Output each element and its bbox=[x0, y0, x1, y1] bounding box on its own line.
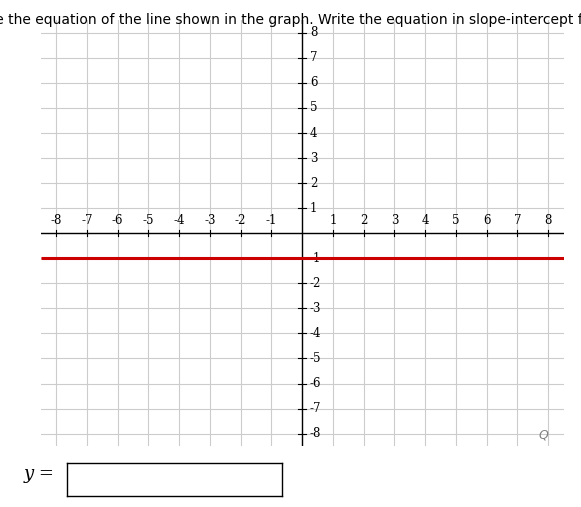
Text: 1: 1 bbox=[329, 214, 336, 227]
Text: 8: 8 bbox=[544, 214, 552, 227]
Text: -3: -3 bbox=[204, 214, 216, 227]
Text: 3: 3 bbox=[390, 214, 398, 227]
Text: 2: 2 bbox=[310, 176, 317, 190]
Text: 3: 3 bbox=[310, 152, 317, 165]
Text: 8: 8 bbox=[310, 26, 317, 40]
Text: 6: 6 bbox=[310, 77, 317, 89]
Text: 4: 4 bbox=[421, 214, 429, 227]
Text: -4: -4 bbox=[310, 327, 321, 340]
Text: -3: -3 bbox=[310, 302, 321, 315]
Text: -2: -2 bbox=[310, 277, 321, 290]
Text: -7: -7 bbox=[310, 402, 321, 415]
Text: 1: 1 bbox=[310, 202, 317, 214]
Text: 7: 7 bbox=[310, 51, 317, 64]
Text: -5: -5 bbox=[310, 352, 321, 365]
Text: -5: -5 bbox=[142, 214, 154, 227]
Text: -8: -8 bbox=[310, 427, 321, 440]
Text: 6: 6 bbox=[483, 214, 490, 227]
Text: -1: -1 bbox=[310, 252, 321, 265]
Text: -7: -7 bbox=[81, 214, 92, 227]
Text: 5: 5 bbox=[310, 101, 317, 115]
Text: y =: y = bbox=[23, 465, 54, 483]
Text: -6: -6 bbox=[310, 377, 321, 390]
Text: 5: 5 bbox=[452, 214, 460, 227]
Text: -6: -6 bbox=[112, 214, 123, 227]
Text: -1: -1 bbox=[266, 214, 277, 227]
Text: -2: -2 bbox=[235, 214, 246, 227]
Text: Q: Q bbox=[539, 428, 548, 441]
Text: -4: -4 bbox=[173, 214, 185, 227]
Text: Write the equation of the line shown in the graph. Write the equation in slope-i: Write the equation of the line shown in … bbox=[0, 13, 581, 27]
Text: -8: -8 bbox=[51, 214, 62, 227]
Text: 2: 2 bbox=[360, 214, 367, 227]
Text: 7: 7 bbox=[514, 214, 521, 227]
Text: 4: 4 bbox=[310, 127, 317, 139]
